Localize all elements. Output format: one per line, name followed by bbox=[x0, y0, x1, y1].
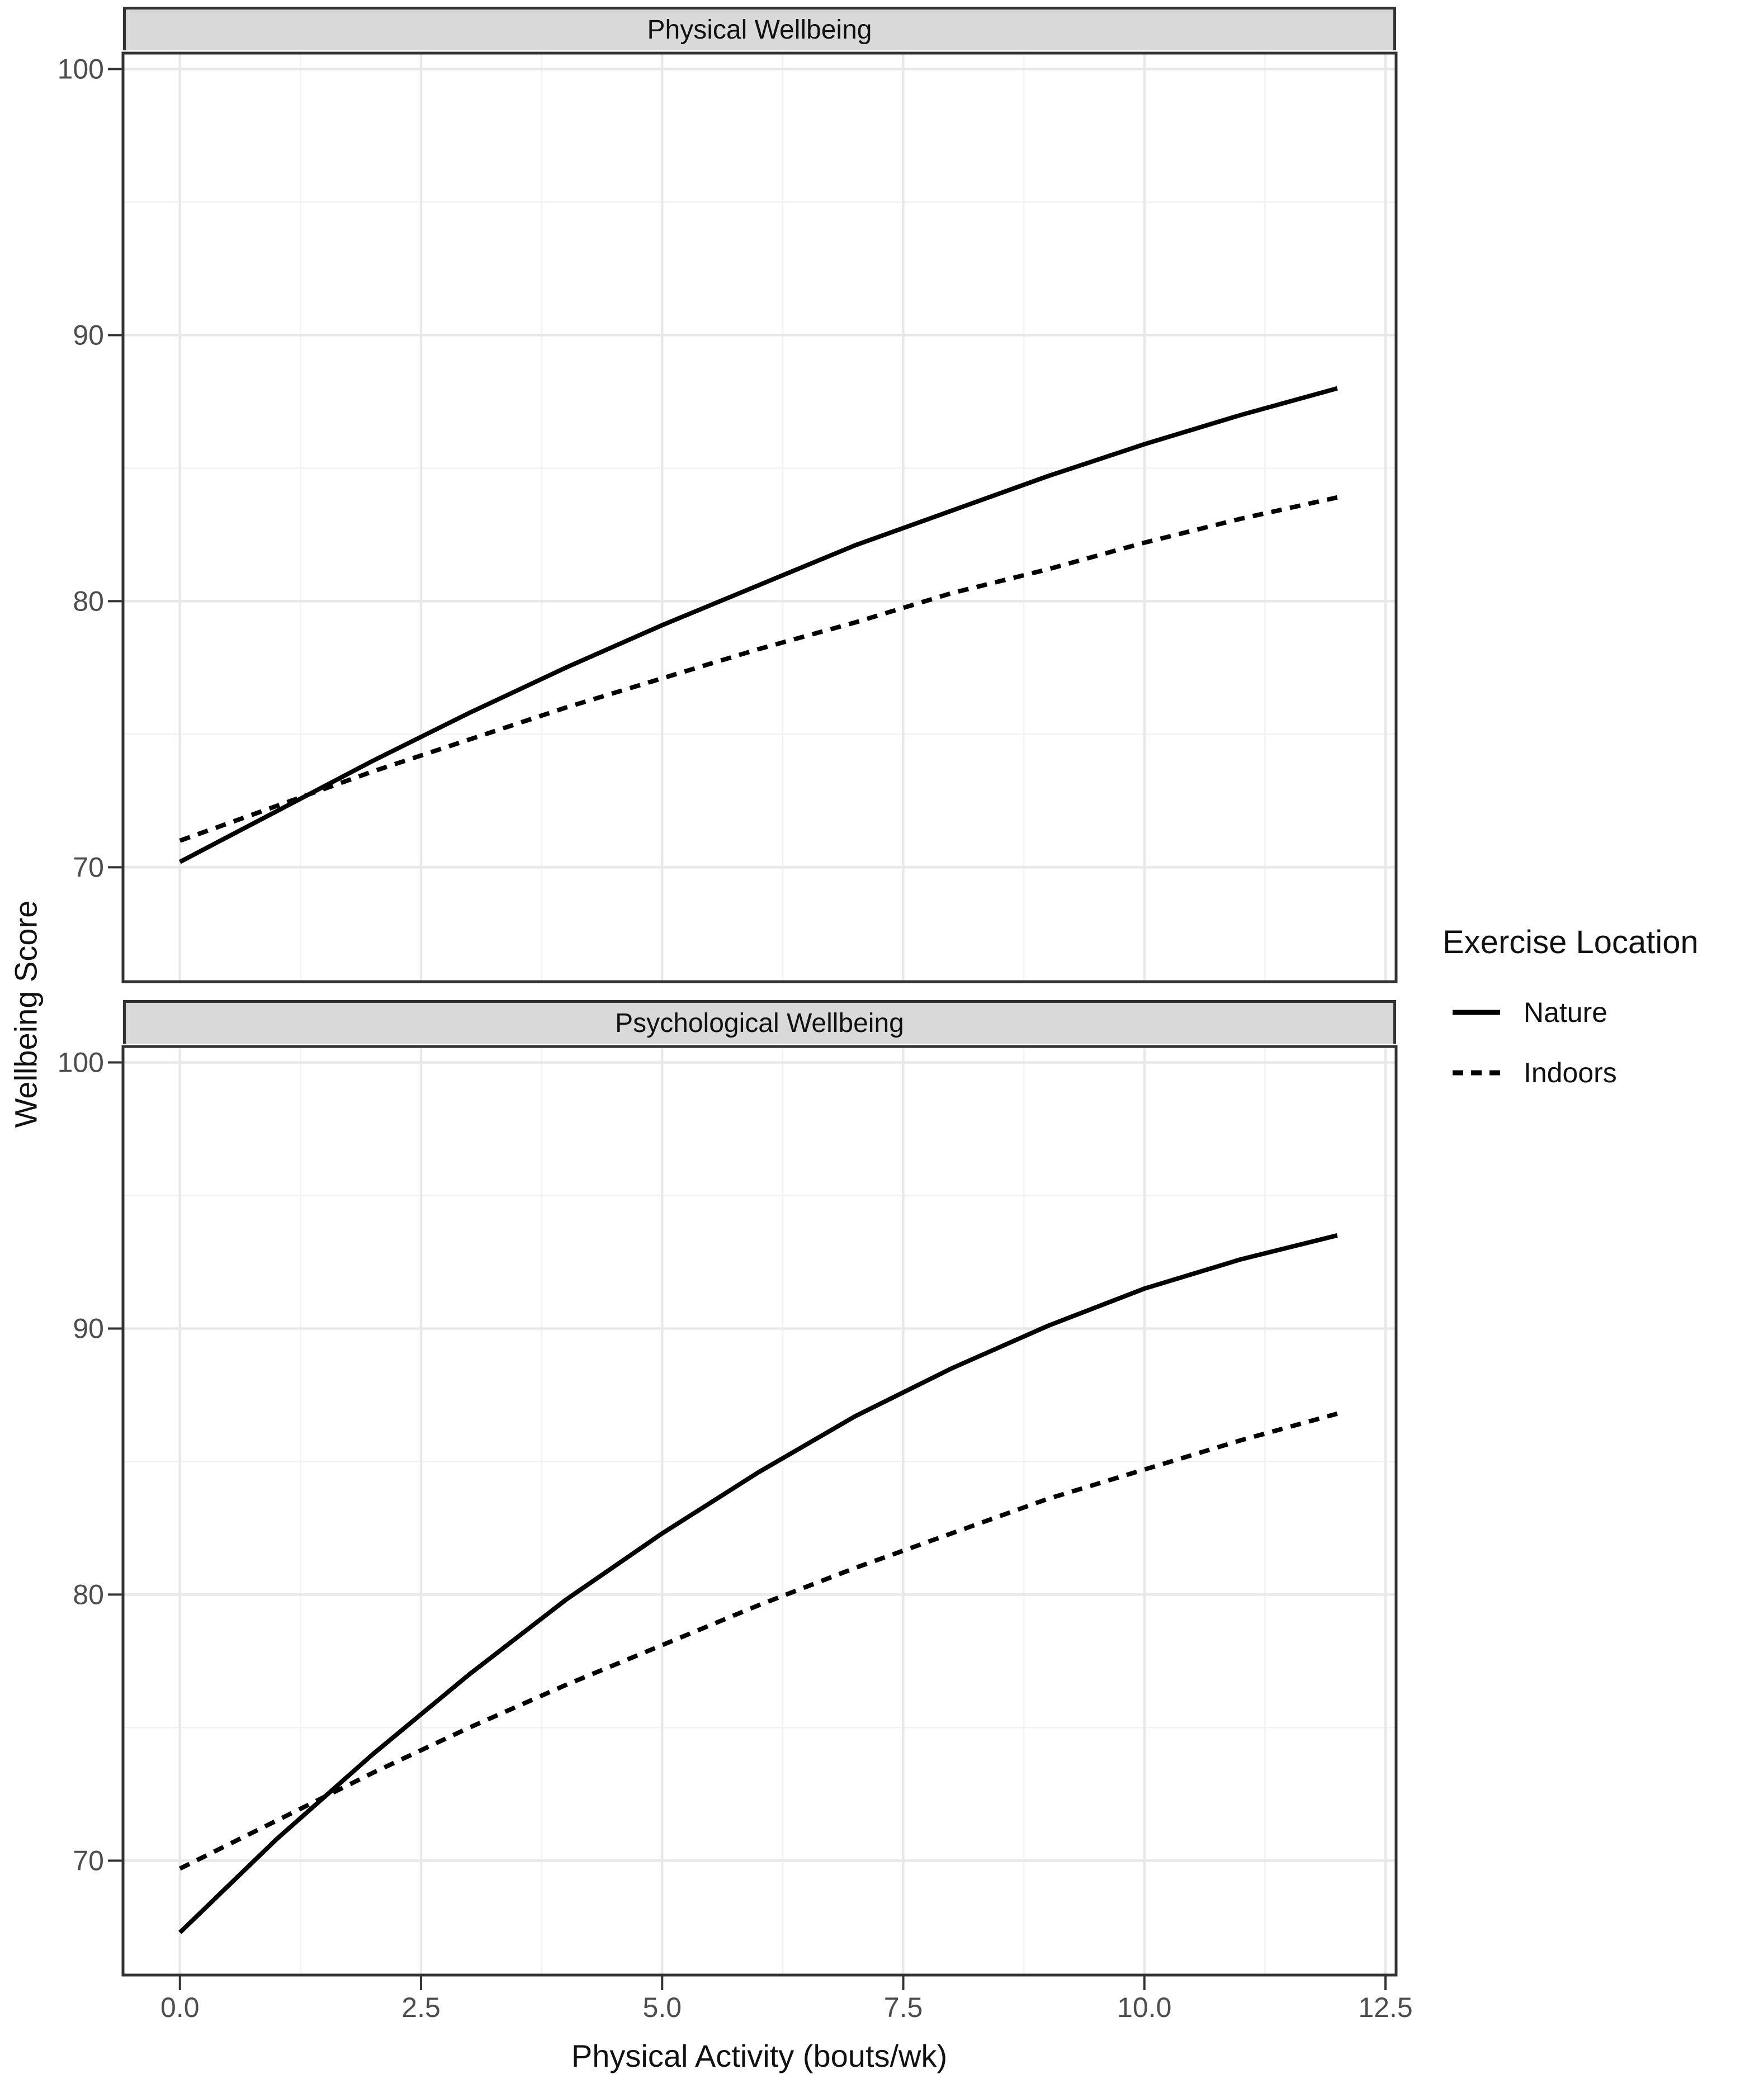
y-tick-label: 80 bbox=[73, 585, 104, 617]
x-tick-label: 10.0 bbox=[1117, 1992, 1171, 2023]
legend: Exercise Location Nature Indoors bbox=[1443, 924, 1699, 1116]
panel-border bbox=[121, 51, 1398, 983]
series-line-nature bbox=[178, 386, 1338, 864]
y-tick-label: 100 bbox=[58, 54, 104, 85]
y-tick-label: 90 bbox=[73, 1313, 104, 1344]
series-line-indoors bbox=[179, 1411, 1338, 1871]
facet-strip-physical: Physical Wellbeing bbox=[123, 7, 1396, 50]
legend-label-nature: Nature bbox=[1524, 997, 1608, 1028]
panel-background bbox=[123, 1047, 1396, 1975]
x-tick-label: 12.5 bbox=[1358, 1992, 1412, 2023]
y-tick-label: 70 bbox=[73, 851, 104, 883]
y-tick-label: 100 bbox=[58, 1047, 104, 1078]
y-tick-label: 70 bbox=[73, 1845, 104, 1876]
x-tick-label: 2.5 bbox=[401, 1992, 441, 2023]
y-tick-label: 90 bbox=[73, 319, 104, 351]
series-line-indoors bbox=[179, 495, 1338, 843]
dashed-line-key-icon bbox=[1453, 1070, 1500, 1076]
x-tick-label: 0.0 bbox=[160, 1992, 200, 2023]
y-axis-title: Wellbeing Score bbox=[8, 900, 44, 1128]
solid-line-key-icon bbox=[1453, 1010, 1500, 1015]
y-tick-label: 80 bbox=[73, 1579, 104, 1610]
series-line-nature bbox=[178, 1233, 1338, 1934]
legend-title: Exercise Location bbox=[1443, 924, 1699, 960]
x-tick-label: 7.5 bbox=[884, 1992, 923, 2023]
x-tick-label: 5.0 bbox=[643, 1992, 682, 2023]
facet-strip-psychological: Psychological Wellbeing bbox=[123, 1000, 1396, 1044]
legend-item-nature: Nature bbox=[1443, 996, 1699, 1029]
facet-title-physical: Physical Wellbeing bbox=[647, 15, 872, 45]
facet-title-psychological: Psychological Wellbeing bbox=[615, 1008, 904, 1038]
legend-label-indoors: Indoors bbox=[1524, 1057, 1617, 1088]
panel-1: 70 80 90 100 0.0 2.5 5.0 7.5 10.0 12.5 bbox=[58, 1045, 1413, 2023]
panel-background bbox=[123, 53, 1396, 982]
panel-border bbox=[121, 1045, 1398, 1977]
panel-0: 70 80 90 100 bbox=[58, 51, 1398, 983]
x-axis-title: Physical Activity (bouts/wk) bbox=[571, 2038, 948, 2073]
legend-item-indoors: Indoors bbox=[1443, 1056, 1699, 1090]
